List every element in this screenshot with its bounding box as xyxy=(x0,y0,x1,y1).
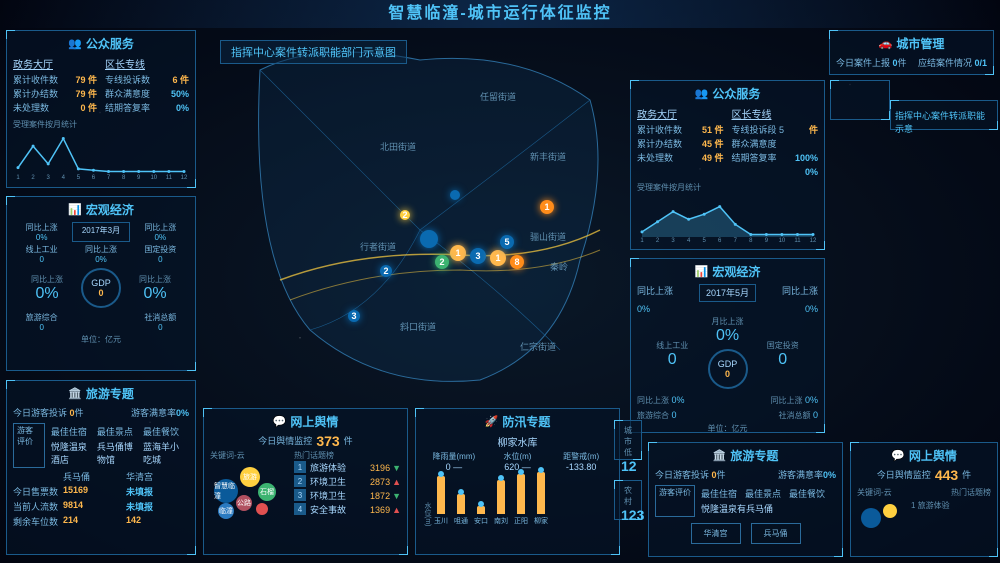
panel-sentiment: 💬网上舆情 今日舆情监控373件 关键词-云 智慧临潼旅游石榴公路临潼 热门话题… xyxy=(203,408,408,555)
svg-text:10: 10 xyxy=(150,175,157,180)
gdp-ring: GDP0 xyxy=(81,268,121,308)
map-node[interactable]: 3 xyxy=(470,248,486,264)
svg-text:5: 5 xyxy=(77,175,81,180)
svg-text:4: 4 xyxy=(62,175,66,180)
panel-public-service: 👥公众服务 政务大厅 累计收件数79 件累计办结数79 件未处理数0 件 区长专… xyxy=(6,30,196,188)
ps2-line-chart: 123456789101112 xyxy=(637,193,818,243)
flood-icon: 🚀 xyxy=(485,415,499,428)
overlay-window: 👥公众服务 政务大厅 累计收件数51 件累计办结数45 件未处理数49 件 区长… xyxy=(630,60,1000,560)
svg-text:7: 7 xyxy=(107,175,111,180)
svg-text:1: 1 xyxy=(640,238,644,243)
svg-text:11: 11 xyxy=(794,238,801,243)
economy-icon: 📊 xyxy=(68,203,82,216)
panel-economy: 📊宏观经济 同比上涨0% 2017年3月 同比上涨0% 线上工业0 同比上涨0%… xyxy=(6,196,196,371)
hot-topics-list: 1旅游体验3196▼2环境卫生2873▲3环境卫生1872▼4安全事故1369▲ xyxy=(294,461,401,517)
panel-flood: 🚀防汛专题 柳家水库 降雨量(mm)水位(m)距警戒(m) 0 —620 —-1… xyxy=(415,408,620,555)
map-node[interactable]: 3 xyxy=(348,310,360,322)
map-node[interactable] xyxy=(420,230,438,248)
svg-text:9: 9 xyxy=(765,238,769,243)
svg-text:8: 8 xyxy=(122,175,126,180)
overlay-banner-2: 指挥中心案件转派职能示意 xyxy=(890,100,998,130)
panel-tourism-title: 旅游专题 xyxy=(86,385,134,402)
keyword-cloud-2 xyxy=(857,500,907,540)
keyword-cloud: 智慧临潼旅游石榴公路临潼 xyxy=(210,461,280,521)
panel-tourism-2: 🏛️旅游专题 今日游客投诉 0件 游客满意率0% 游客评价 最佳住宿最佳景点最佳… xyxy=(648,442,843,557)
map-node[interactable]: 8 xyxy=(510,255,524,269)
page-title: 智慧临潼-城市运行体征监控 xyxy=(0,0,1000,28)
tourism-icon: 🏛️ xyxy=(713,449,727,462)
tourism-block-2[interactable]: 兵马俑 xyxy=(751,523,801,544)
map-node[interactable] xyxy=(450,190,460,200)
tourism-icon: 🏛️ xyxy=(68,387,82,400)
tourist-review-badge-2[interactable]: 游客评价 xyxy=(655,485,695,517)
svg-text:12: 12 xyxy=(810,238,817,243)
map-outline xyxy=(200,30,620,400)
ps-left-head: 政务大厅 xyxy=(13,56,97,71)
district-label: 新丰街道 xyxy=(530,150,566,163)
tourism-block-1[interactable]: 华清宫 xyxy=(691,523,741,544)
svg-text:4: 4 xyxy=(687,238,691,243)
ps-line-chart: 123456789101112 xyxy=(13,130,189,180)
panel-tourism: 🏛️旅游专题 今日游客投诉 0件 游客满意率0% 游客评价 最佳住宿最佳景点最佳… xyxy=(6,380,196,555)
svg-text:8: 8 xyxy=(749,238,753,243)
map-node[interactable]: 2 xyxy=(435,255,449,269)
period-badge-2: 2017年5月 xyxy=(699,284,756,302)
people-icon: 👥 xyxy=(68,37,82,50)
map-node[interactable]: 2 xyxy=(400,210,410,220)
city-vs-clip: 城市低 12 xyxy=(614,420,642,460)
tourism-best-table: 最佳住宿最佳景点最佳餐饮 悦隆温泉酒店兵马俑博物馆蓝海羊小吃城 xyxy=(49,423,189,468)
svg-text:3: 3 xyxy=(671,238,675,243)
map-node[interactable]: 5 xyxy=(500,235,514,249)
rural-clip: 农村 123 xyxy=(614,480,642,520)
svg-text:6: 6 xyxy=(92,175,96,180)
flood-bar-chart: 玉川咀通安口南刘正阳柳家 xyxy=(434,476,548,526)
svg-text:7: 7 xyxy=(734,238,738,243)
tourist-review-badge[interactable]: 游客评价 xyxy=(13,423,45,468)
panel-economy-title: 宏观经济 xyxy=(86,201,134,218)
gdp-ring-2: GDP0 xyxy=(708,349,748,389)
svg-text:12: 12 xyxy=(181,175,188,180)
panel-flood-title: 防汛专题 xyxy=(502,413,550,430)
chat-icon: 💬 xyxy=(273,415,287,428)
svg-text:5: 5 xyxy=(703,238,707,243)
chat-icon: 💬 xyxy=(891,449,905,462)
reservoir-name: 柳家水库 xyxy=(422,434,613,449)
panel-public-service-title: 公众服务 xyxy=(86,35,134,52)
ps-chart-label: 受理案件按月统计 xyxy=(13,119,189,130)
district-label: 骊山街道 xyxy=(530,230,566,243)
district-label: 仁宗街道 xyxy=(520,340,556,353)
panel-city-mgmt-title: 城市管理 xyxy=(896,35,944,52)
district-label: 任留街道 xyxy=(480,90,516,103)
svg-text:2: 2 xyxy=(656,238,660,243)
panel-economy-2: 📊宏观经济 同比上涨 2017年5月 同比上涨 0%0% 线上工业0 月比上涨0… xyxy=(630,258,825,433)
map-node[interactable]: 2 xyxy=(380,265,392,277)
svg-text:11: 11 xyxy=(166,175,173,180)
map-node[interactable]: 1 xyxy=(450,245,466,261)
economy-icon: 📊 xyxy=(695,265,709,278)
people-icon: 👥 xyxy=(695,87,709,100)
svg-text:1: 1 xyxy=(16,175,20,180)
overlay-clip-right xyxy=(830,80,890,120)
period-badge: 2017年3月 xyxy=(72,222,129,242)
district-label: 行者街道 xyxy=(360,240,396,253)
district-label: 斜口街道 xyxy=(400,320,436,333)
district-label: 北田街道 xyxy=(380,140,416,153)
panel-sentiment-title: 网上舆情 xyxy=(290,413,338,430)
car-icon: 🚗 xyxy=(879,37,893,50)
panel-sentiment-2: 💬网上舆情 今日舆情监控443件 关键词-云热门话题榜 1 旅游体验 xyxy=(850,442,998,557)
map-region[interactable]: 指挥中心案件转派职能部门示意图 任留街道北田街道新丰街道行者街道 骊山街道秦岭斜口… xyxy=(200,30,620,400)
map-node[interactable]: 1 xyxy=(540,200,554,214)
svg-text:9: 9 xyxy=(137,175,141,180)
svg-text:3: 3 xyxy=(47,175,51,180)
panel-public-service-2: 👥公众服务 政务大厅 累计收件数51 件累计办结数45 件未处理数49 件 区长… xyxy=(630,80,825,250)
map-node[interactable]: 1 xyxy=(490,250,506,266)
svg-text:2: 2 xyxy=(31,175,35,180)
ps-right-head: 区长专线 xyxy=(105,56,189,71)
map-banner: 指挥中心案件转派职能部门示意图 xyxy=(220,40,407,64)
district-label: 秦岭 xyxy=(550,260,568,273)
svg-text:6: 6 xyxy=(718,238,722,243)
svg-text:10: 10 xyxy=(779,238,786,243)
